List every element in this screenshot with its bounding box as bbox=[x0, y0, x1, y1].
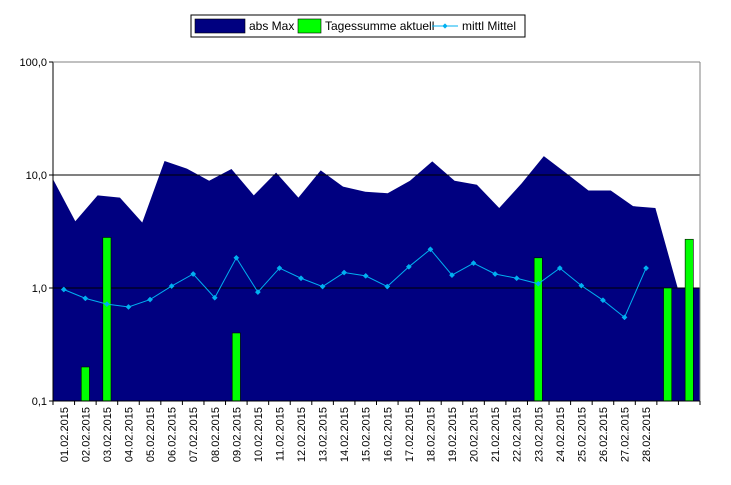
x-tick-label: 15.02.2015 bbox=[361, 407, 373, 462]
bar-tagessumme bbox=[80, 366, 90, 402]
x-tick-label: 16.02.2015 bbox=[382, 407, 394, 462]
line-point bbox=[621, 314, 628, 321]
x-tick-label: 02.02.2015 bbox=[80, 407, 92, 462]
line-point bbox=[405, 263, 412, 270]
x-tick-label: 05.02.2015 bbox=[145, 407, 157, 462]
line-point bbox=[535, 280, 542, 287]
legend-swatch-abs-max bbox=[194, 18, 246, 34]
legend-label-tagessumme: Tagessumme aktuell bbox=[325, 19, 434, 33]
line-point bbox=[643, 265, 650, 272]
x-tick-label: 22.02.2015 bbox=[512, 407, 524, 462]
x-tick-label: 24.02.2015 bbox=[555, 407, 567, 462]
line-point bbox=[470, 260, 477, 267]
line-layer bbox=[60, 246, 650, 321]
legend-box bbox=[190, 14, 526, 38]
y-tick-layer: 0,1 1,0 10,0 100,0 bbox=[19, 57, 47, 408]
x-tick-label: 28.02.2015 bbox=[641, 407, 653, 462]
line-point bbox=[578, 282, 585, 289]
line-point bbox=[82, 295, 89, 302]
legend-label-mittl-mittel: mittl Mittel bbox=[462, 19, 516, 33]
bar-tagessumme bbox=[663, 287, 673, 402]
area-layer bbox=[53, 156, 700, 401]
line-point bbox=[341, 269, 348, 276]
y-tick-label: 100,0 bbox=[19, 57, 47, 69]
x-tick-label: 03.02.2015 bbox=[102, 407, 114, 462]
x-tick-label: 25.02.2015 bbox=[576, 407, 588, 462]
line-point bbox=[276, 265, 283, 272]
x-tick-label: 23.02.2015 bbox=[533, 407, 545, 462]
line-point bbox=[492, 271, 499, 277]
line-point bbox=[556, 265, 563, 272]
line-point bbox=[190, 271, 197, 277]
x-tick-label: 27.02.2015 bbox=[620, 407, 632, 462]
line-point bbox=[168, 283, 175, 290]
x-tick-label: 21.02.2015 bbox=[490, 407, 502, 462]
x-tick-layer: 01.02.2015 02.02.2015 03.02.2015 04.02.2015… bbox=[59, 407, 653, 462]
line-point bbox=[449, 272, 455, 279]
line-series-mittl-mittel bbox=[63, 248, 647, 319]
y-tick-label: 1,0 bbox=[32, 283, 47, 295]
line-point bbox=[599, 297, 606, 304]
x-tick-label: 14.02.2015 bbox=[339, 407, 351, 462]
x-tick-label: 06.02.2015 bbox=[167, 407, 179, 462]
x-tick-label: 26.02.2015 bbox=[598, 407, 610, 462]
bar-tagessumme bbox=[102, 237, 112, 402]
x-tick-label: 18.02.2015 bbox=[425, 407, 437, 462]
line-point bbox=[233, 254, 240, 261]
line-point bbox=[384, 283, 391, 290]
line-point bbox=[319, 283, 326, 290]
x-tick-label: 07.02.2015 bbox=[188, 407, 200, 462]
x-tick-label: 04.02.2015 bbox=[123, 407, 135, 462]
x-tick-label: 19.02.2015 bbox=[447, 407, 459, 462]
x-tick-label: 11.02.2015 bbox=[274, 407, 286, 461]
line-point bbox=[427, 246, 434, 253]
x-tick-label: 17.02.2015 bbox=[404, 407, 416, 462]
legend-marker-mittl-mittel bbox=[442, 23, 448, 29]
bar-tagessumme bbox=[533, 257, 543, 402]
x-tick-label: 09.02.2015 bbox=[231, 407, 243, 462]
frame-layer bbox=[49, 61, 701, 405]
bar-tagessumme bbox=[684, 238, 694, 402]
line-point bbox=[298, 275, 304, 282]
line-point bbox=[147, 296, 154, 303]
line-point bbox=[362, 272, 369, 279]
bar-tagessumme bbox=[231, 332, 241, 402]
legend-label-abs-max: abs Max bbox=[249, 19, 294, 33]
line-point bbox=[103, 301, 110, 308]
legend: abs Max Tagessumme aktuell mittl Mittel bbox=[190, 14, 526, 38]
x-tick-label: 01.02.2015 bbox=[59, 407, 71, 462]
x-tick-label: 20.02.2015 bbox=[469, 407, 481, 462]
area-series-abs-max bbox=[53, 156, 700, 401]
x-tick-label: 13.02.2015 bbox=[318, 407, 330, 462]
line-point bbox=[513, 275, 520, 282]
line-point bbox=[60, 286, 67, 293]
x-tick-label: 10.02.2015 bbox=[253, 407, 265, 462]
legend-swatch-tagessumme bbox=[297, 18, 322, 34]
y-tick-label: 0,1 bbox=[32, 396, 47, 408]
line-point bbox=[125, 303, 132, 310]
line-point bbox=[211, 294, 218, 301]
y-tick-label: 10,0 bbox=[26, 170, 47, 182]
x-tick-label: 12.02.2015 bbox=[296, 407, 308, 462]
x-tick-label: 08.02.2015 bbox=[210, 407, 222, 462]
line-point bbox=[254, 289, 261, 296]
